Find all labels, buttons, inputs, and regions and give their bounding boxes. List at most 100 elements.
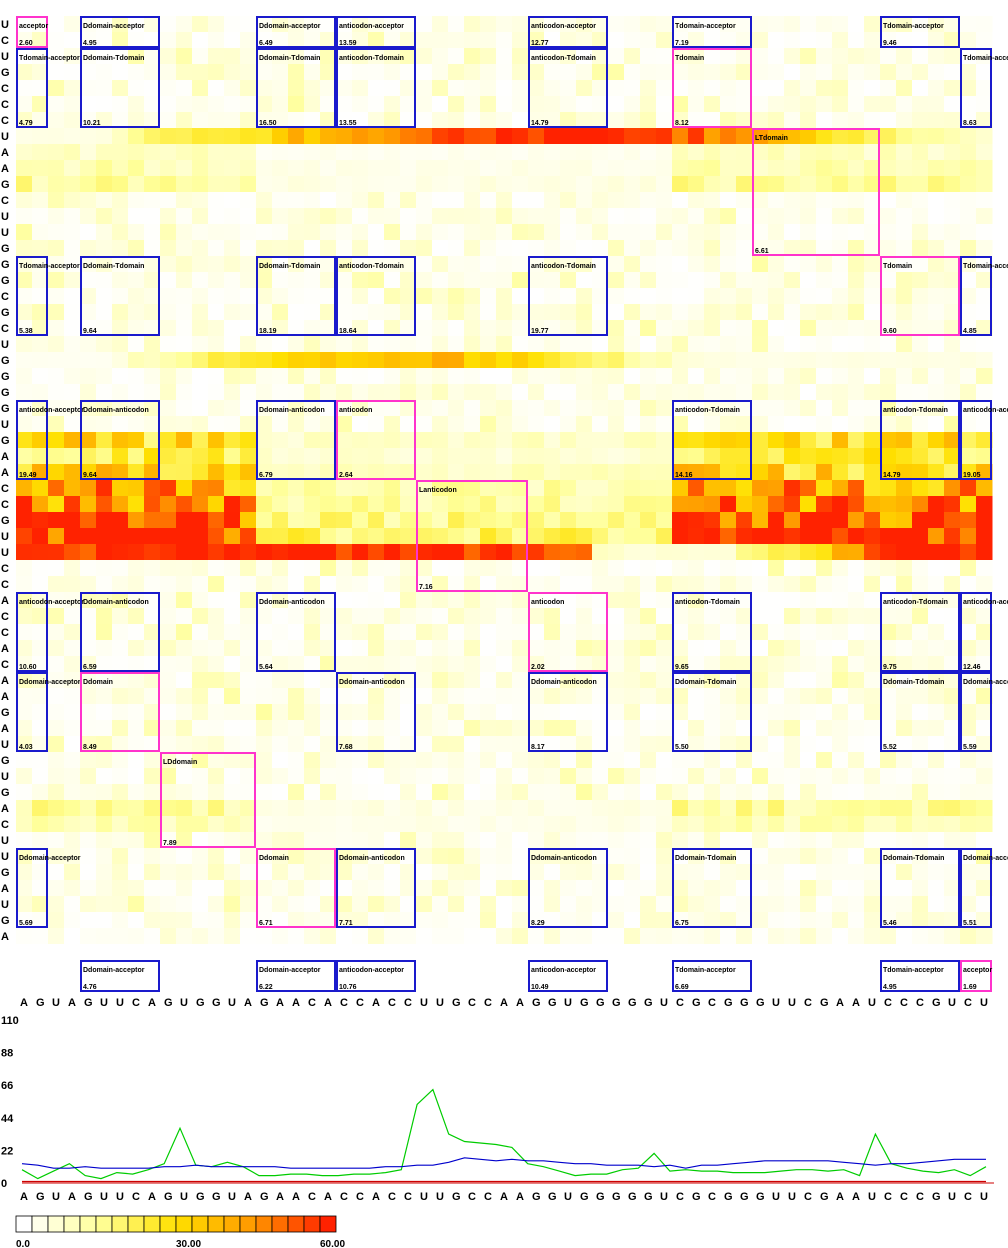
- heatmap-cell: [944, 352, 961, 368]
- colorbar-swatch: [127, 1215, 145, 1233]
- heatmap-cell: [656, 208, 673, 224]
- heatmap-cell: [832, 640, 849, 656]
- x-sequence-label: A: [148, 1191, 156, 1203]
- heatmap-cell: [160, 400, 177, 416]
- heatmap-cell: [688, 80, 705, 96]
- heatmap-cell: [32, 480, 49, 496]
- heatmap-cell: [128, 656, 145, 672]
- heatmap-cell: [336, 928, 353, 944]
- heatmap-cell: [768, 144, 785, 160]
- heatmap-cell: [368, 304, 385, 320]
- heatmap-cell: [80, 48, 97, 64]
- heatmap-cell: [864, 720, 881, 736]
- heatmap-cell: [928, 656, 945, 672]
- heatmap-cell: [960, 560, 977, 576]
- heatmap-cell: [304, 624, 321, 640]
- heatmap-cell: [352, 336, 369, 352]
- heatmap-cell: [496, 832, 513, 848]
- heatmap-cell: [560, 912, 577, 928]
- heatmap-cell: [368, 480, 385, 496]
- heatmap-cell: [400, 304, 417, 320]
- heatmap-cell: [368, 32, 385, 48]
- heatmap-cell: [192, 640, 209, 656]
- heatmap-cell: [576, 688, 593, 704]
- heatmap-cell: [224, 384, 241, 400]
- heatmap-cell: [448, 672, 465, 688]
- heatmap-cell: [832, 288, 849, 304]
- heatmap-cell: [608, 592, 625, 608]
- heatmap-cell: [960, 288, 977, 304]
- domain-box: [256, 592, 336, 672]
- heatmap-cell: [432, 384, 449, 400]
- heatmap-cell: [880, 640, 897, 656]
- heatmap-cell: [896, 336, 913, 352]
- heatmap-cell: [544, 720, 561, 736]
- heatmap-cell: [592, 592, 609, 608]
- heatmap-cell: [128, 864, 145, 880]
- heatmap-cell: [512, 592, 529, 608]
- heatmap-cell: [336, 656, 353, 672]
- heatmap-cell: [352, 720, 369, 736]
- heatmap-cell: [880, 432, 897, 448]
- heatmap-cell: [96, 704, 113, 720]
- heatmap-cell: [256, 640, 273, 656]
- heatmap-cell: [944, 800, 961, 816]
- heatmap-cell: [32, 800, 49, 816]
- heatmap-cell: [208, 720, 225, 736]
- heatmap-cell: [528, 688, 545, 704]
- heatmap-cell: [176, 224, 193, 240]
- domain-box-value: 4.03: [19, 744, 33, 751]
- heatmap-cell: [656, 416, 673, 432]
- heatmap-cell: [864, 816, 881, 832]
- heatmap-cell: [528, 96, 545, 112]
- heatmap-cell: [544, 192, 561, 208]
- domain-box-label: anticodon-acceptor: [19, 407, 84, 414]
- heatmap-cell: [448, 320, 465, 336]
- heatmap-cell: [864, 592, 881, 608]
- heatmap-cell: [160, 96, 177, 112]
- heatmap-cell: [752, 800, 769, 816]
- heatmap-cell: [208, 784, 225, 800]
- heatmap-cell: [432, 720, 449, 736]
- heatmap-cell: [320, 576, 337, 592]
- y-sequence-label: C: [1, 563, 9, 575]
- heatmap-cell: [720, 32, 737, 48]
- heatmap-cell: [704, 608, 721, 624]
- heatmap-cell: [528, 304, 545, 320]
- heatmap-cell: [16, 176, 33, 192]
- heatmap-cell: [192, 704, 209, 720]
- heatmap-cell: [192, 752, 209, 768]
- heatmap-cell: [464, 816, 481, 832]
- heatmap-cell: [704, 496, 721, 512]
- heatmap-cell: [544, 144, 561, 160]
- heatmap-cell: [704, 208, 721, 224]
- domain-box-value: 8.49: [83, 744, 97, 751]
- heatmap-cell: [352, 624, 369, 640]
- domain-box-value: 10.21: [83, 120, 101, 127]
- domain-box-value: 2.64: [339, 472, 353, 479]
- heatmap-cell: [800, 112, 817, 128]
- heatmap-cell: [880, 160, 897, 176]
- heatmap-cell: [144, 912, 161, 928]
- heatmap-cell: [960, 336, 977, 352]
- heatmap-cell: [592, 624, 609, 640]
- x-sequence-label: A: [372, 1191, 380, 1203]
- heatmap-cell: [624, 656, 641, 672]
- heatmap-cell: [32, 64, 49, 80]
- heatmap-cell: [128, 624, 145, 640]
- domain-box-label: anticodon-acceptor: [531, 23, 596, 30]
- heatmap-cell: [768, 336, 785, 352]
- heatmap-cell: [384, 144, 401, 160]
- heatmap-cell: [608, 720, 625, 736]
- heatmap-cell: [32, 368, 49, 384]
- heatmap-cell: [16, 160, 33, 176]
- heatmap-cell: [432, 656, 449, 672]
- heatmap-cell: [64, 32, 81, 48]
- heatmap-cell: [720, 784, 737, 800]
- heatmap-cell: [208, 704, 225, 720]
- domain-box-value: 4.95: [83, 40, 97, 47]
- heatmap-cell: [416, 64, 433, 80]
- heatmap-cell: [144, 688, 161, 704]
- domain-box-label: Tdomain-acceptor: [963, 263, 1008, 270]
- domain-box-label: anticodon-Tdomain: [339, 55, 404, 62]
